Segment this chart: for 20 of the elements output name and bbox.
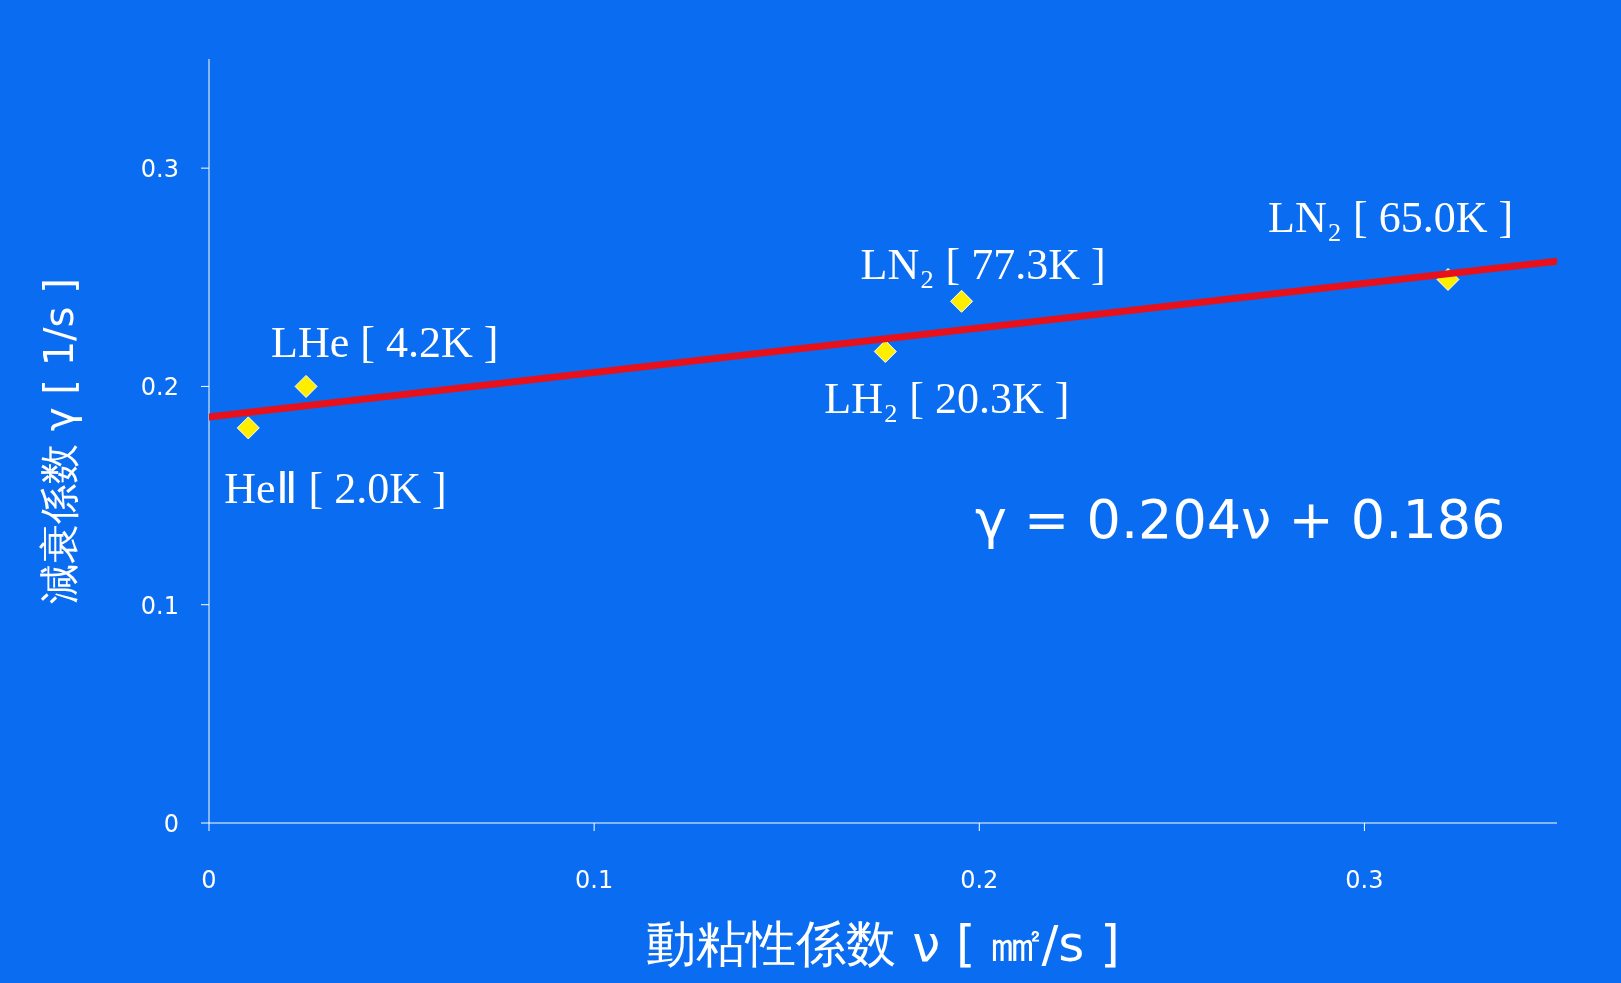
point	[236, 416, 260, 440]
y-axis-title: 減衰係数 γ [ 1/s ]	[36, 278, 83, 604]
point	[294, 374, 318, 398]
annotation: LN₂ [ 65.0K ]	[1268, 193, 1514, 243]
point	[873, 340, 897, 363]
y-tick-label: 0.1	[140, 591, 179, 620]
x-tick-label: 0.3	[1345, 866, 1384, 894]
x-tick-label: 0.2	[960, 866, 999, 894]
x-axis-title: 動粘性係数 ν [ ㎟/s ]	[646, 915, 1120, 973]
annotation: LH₂ [ 20.3K ]	[824, 373, 1070, 423]
x-tick-label: 0.1	[575, 866, 614, 894]
x-tick-label: 0	[201, 866, 217, 894]
point	[950, 289, 974, 313]
y-tick-label: 0	[163, 810, 179, 838]
y-tick-label: 0.3	[140, 155, 179, 184]
annotation: LN₂ [ 77.3K ]	[860, 240, 1106, 290]
annotation: HeⅡ [ 2.0K ]	[224, 463, 447, 513]
annotation: γ = 0.204ν + 0.186	[975, 488, 1506, 551]
y-tick-label: 0.2	[140, 373, 179, 402]
annotation: LHe [ 4.2K ]	[271, 318, 499, 368]
